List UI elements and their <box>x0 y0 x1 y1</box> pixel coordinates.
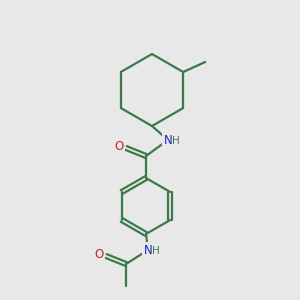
Text: N: N <box>164 134 172 146</box>
Text: N: N <box>144 244 152 256</box>
Text: O: O <box>114 140 124 152</box>
Text: H: H <box>152 246 160 256</box>
Text: H: H <box>172 136 180 146</box>
Text: O: O <box>94 248 103 260</box>
